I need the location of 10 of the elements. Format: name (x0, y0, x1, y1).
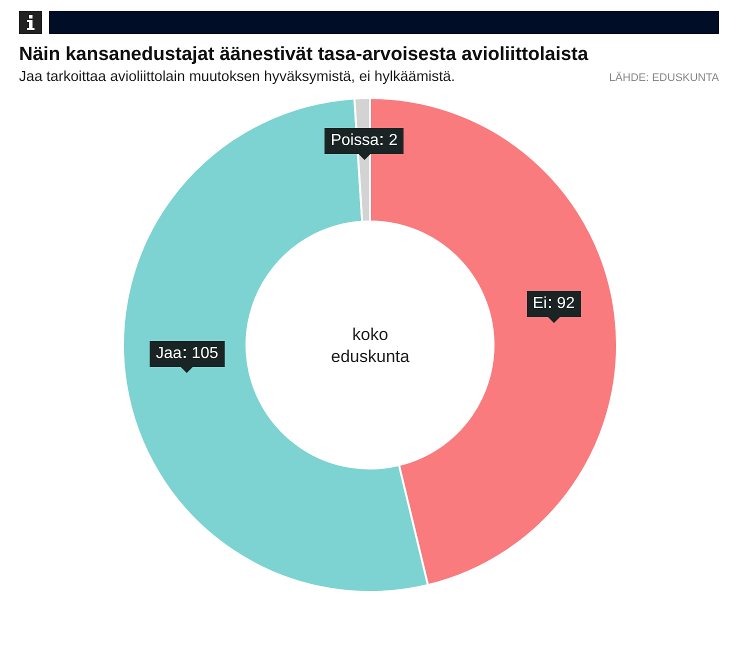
data-label: 2 (388, 132, 398, 150)
slice-label: Jaa (156, 344, 182, 362)
data-label: 105 (192, 344, 218, 362)
chart-title: Näin kansanedustajat äänestivät tasa-arvoisesta avioliittolaista (19, 44, 588, 66)
text: LÄHDE: EDUSKUNTA (609, 72, 719, 84)
text: koko eduskunta (331, 325, 410, 366)
data-label: 92 (556, 295, 575, 312)
slice-label: Poissa (330, 132, 379, 150)
slice-label: Ei (532, 295, 547, 312)
chart-subtitle: Jaa tarkoittaa avioliittolain muutoksen hyväksymistä, ei hylkäämistä. (19, 69, 455, 85)
